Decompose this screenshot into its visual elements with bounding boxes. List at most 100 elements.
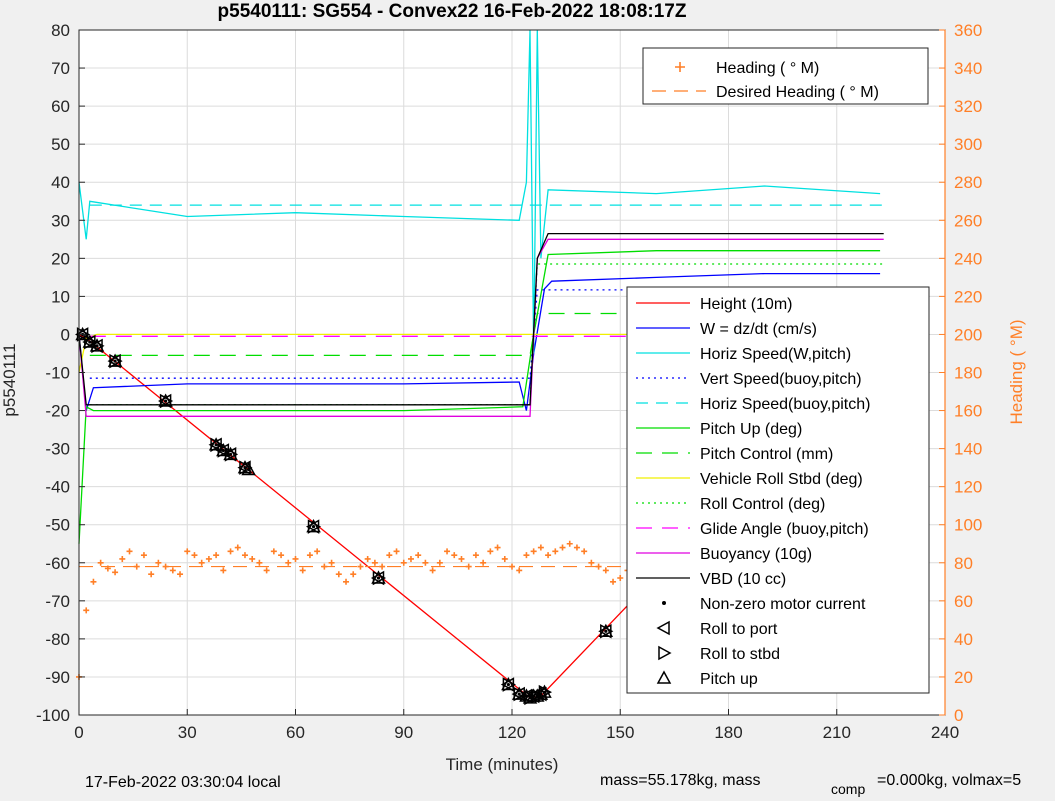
motor-current-point: [164, 399, 168, 403]
footer-local-time: 17-Feb-2022 03:30:04 local: [85, 774, 281, 791]
motor-current-point: [113, 359, 117, 363]
roll-stbd-marker: [224, 447, 239, 462]
heading-point: [321, 563, 328, 570]
heading-point: [328, 559, 335, 566]
y-tick-label: 50: [51, 135, 70, 154]
y2-tick-label: 60: [954, 592, 973, 611]
x-tick-label: 90: [394, 723, 413, 742]
heading-point: [270, 548, 277, 555]
motor-current-point: [228, 452, 233, 456]
roll-stbd-marker: [600, 624, 614, 639]
heading-point: [162, 563, 169, 570]
heading-point: [552, 548, 559, 555]
heading-point: [444, 548, 451, 555]
heading-point: [386, 552, 393, 559]
chart-title: p5540111: SG554 - Convex22 16-Feb-2022 1…: [218, 1, 687, 22]
legend-main-label: Pitch up: [700, 671, 758, 688]
heading-point: [205, 555, 212, 562]
roll-stbd-marker: [84, 334, 98, 350]
heading-point: [509, 563, 515, 570]
heading-point: [602, 567, 609, 574]
y-tick-label: 0: [61, 325, 70, 344]
heading-point: [610, 578, 617, 585]
x-tick-label: 120: [498, 723, 526, 742]
y2-tick-label: 260: [954, 211, 982, 230]
heading-point: [371, 559, 378, 566]
roll-stbd-marker: [109, 353, 123, 369]
y-tick-label: 60: [51, 97, 70, 116]
motor-current-point: [604, 629, 608, 633]
legend-main-label: Pitch Up (deg): [700, 421, 802, 438]
heading-point: [97, 559, 104, 566]
heading-point: [140, 552, 147, 559]
heading-point: [213, 552, 220, 559]
y2-tick-label: 20: [954, 668, 973, 687]
y-tick-label: -90: [45, 668, 70, 687]
legend-main-label: Vehicle Roll Stbd (deg): [700, 471, 863, 488]
legend-main-label: Pitch Control (mm): [700, 446, 833, 463]
heading-point: [617, 575, 624, 581]
roll-stbd-marker: [307, 519, 322, 534]
pitch-up-marker: [158, 393, 173, 407]
heading-point: [494, 544, 501, 551]
y2-tick-label: 120: [954, 478, 982, 497]
pitch-up-marker: [501, 676, 516, 691]
y-tick-label: 10: [51, 287, 70, 306]
heading-point: [595, 563, 602, 570]
y2-tick-label: 0: [954, 706, 963, 725]
heading-point: [198, 559, 205, 566]
pitch-up-marker: [511, 686, 527, 700]
heading-point: [429, 567, 436, 574]
legend-heading-symbol: [675, 62, 685, 72]
heading-point: [451, 552, 458, 559]
legend-main-label: Horiz Speed(W,pitch): [700, 346, 851, 363]
motor-current-point: [311, 525, 316, 529]
heading-point: [148, 571, 155, 578]
heading-point: [299, 567, 306, 574]
heading-point: [422, 559, 429, 566]
pitch-up-marker: [598, 623, 614, 638]
motor-current-point: [517, 692, 521, 696]
heading-point: [155, 559, 162, 566]
legend-top-box: [642, 47, 929, 105]
legend-top-label: Heading ( ° M): [716, 60, 819, 77]
y-tick-label: -100: [36, 706, 70, 725]
heading-point: [465, 563, 472, 570]
y-tick-label: -50: [45, 516, 70, 535]
y-tick-label: -30: [45, 440, 70, 459]
heading-point: [278, 552, 285, 559]
pitch-up-marker: [223, 446, 238, 461]
series-line: [78, 272, 881, 411]
y2-tick-label: 100: [954, 516, 982, 535]
axes: 0 30 60 90 120 150 180 210 24080706050403020100-…: [36, 21, 982, 742]
x-tick-label: 60: [286, 723, 305, 742]
x-tick-label: 210: [823, 723, 851, 742]
y-tick-label: -40: [45, 478, 70, 497]
motor-current-point: [95, 344, 99, 348]
y-tick-label: 70: [51, 59, 70, 78]
pitch-up-marker: [82, 334, 98, 348]
heading-point: [545, 552, 552, 559]
heading-point: [119, 555, 126, 562]
heading-point: [516, 567, 523, 574]
legend-main-label: Roll to port: [700, 621, 778, 638]
legend-pitch-up-symbol: [656, 670, 672, 684]
heading-point: [314, 548, 321, 555]
series-line: [78, 232, 884, 406]
pitch-up-marker: [371, 570, 386, 584]
motor-current-point: [535, 694, 539, 698]
pitch-up-marker: [237, 460, 253, 474]
x-tick-label: 180: [714, 723, 742, 742]
motor-current-point: [524, 694, 529, 698]
y-tick-label: -80: [45, 630, 70, 649]
legend-main-label: VBD (10 cc): [700, 571, 786, 588]
legend-main-label: Non-zero motor current: [700, 596, 866, 613]
legend-top: Heading ( ° M) Desired Heading ( ° M): [642, 47, 929, 105]
legend-main-label: Roll to stbd: [700, 646, 780, 663]
y2-tick-label: 220: [954, 287, 982, 306]
legend-main-label: Buoyancy (10g): [700, 546, 812, 563]
series-line: [78, 250, 881, 544]
y2-tick-label: 80: [954, 554, 973, 573]
motor-current-point: [246, 467, 251, 472]
heading-point: [523, 552, 530, 559]
